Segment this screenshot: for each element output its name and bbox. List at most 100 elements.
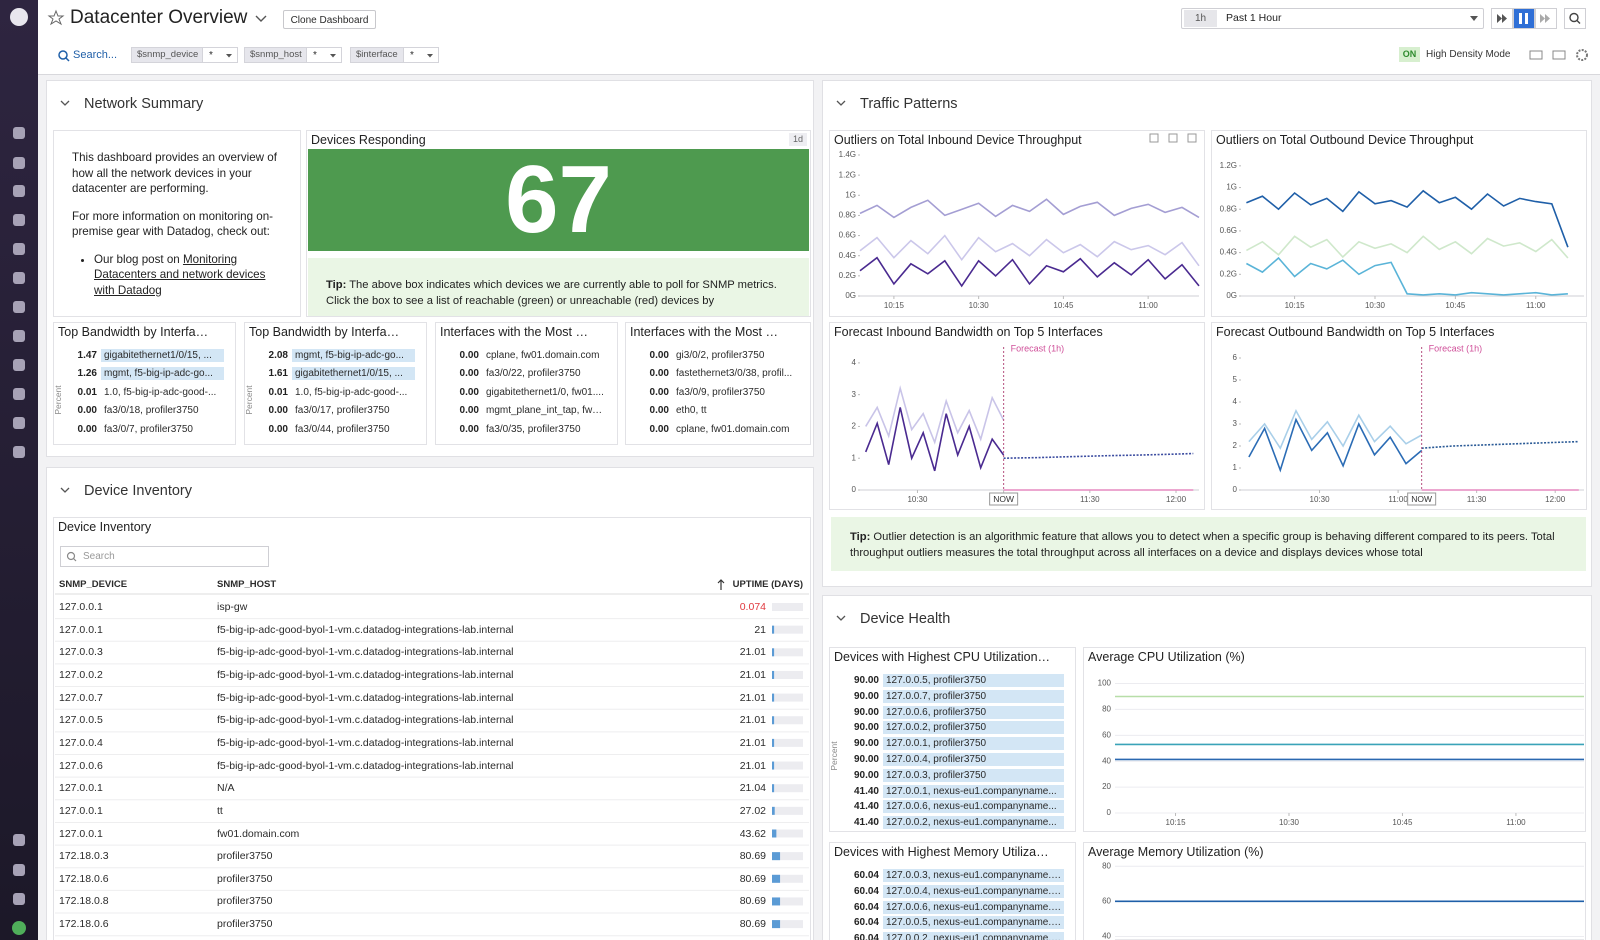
variable-name[interactable]: $snmp_device — [131, 47, 203, 63]
toplist-label: 127.0.0.3, nexus-eu1.companyname.m... — [883, 869, 1064, 882]
toplist-label: fa3/0/9, profiler3750 — [676, 386, 765, 398]
cell-host: N/A — [217, 782, 235, 795]
note-paragraph: For more information on monitoring on-pr… — [72, 209, 274, 239]
toplist-value: 0.00 — [459, 405, 479, 417]
note-text-run: Our blog post on — [94, 252, 180, 266]
cell-uptime: 21 — [754, 623, 766, 636]
cell-uptime: 21.01 — [739, 736, 766, 749]
column-header[interactable]: SNMP_DEVICE — [59, 579, 128, 590]
toplist-widget — [625, 322, 811, 445]
toplist-label: gigabitethernet1/0, fw01.... — [486, 386, 604, 398]
cell-uptime: 21.01 — [739, 646, 766, 659]
toplist-label: 127.0.0.2, nexus-eu1.companyname.m... — [883, 932, 1064, 940]
toplist-value: 0.00 — [459, 386, 479, 398]
cell-uptime: 21.01 — [739, 714, 766, 727]
sidebar — [0, 0, 38, 940]
variable-name[interactable]: $interface — [350, 47, 404, 63]
search-link[interactable]: Search... — [73, 49, 118, 61]
widget-title: Average CPU Utilization (%) — [1088, 650, 1245, 664]
toplist-value: 90.00 — [853, 754, 879, 765]
toplist-value: 60.04 — [853, 870, 879, 881]
tip-box: Tip: The above box indicates which devic… — [308, 258, 809, 316]
cell-host: profiler3750 — [217, 850, 273, 863]
widget-title: Interfaces with the Most Err... — [440, 325, 593, 339]
toplist-value: 90.00 — [853, 738, 879, 750]
tip-box: Tip: Outlier detection is an algorithmic… — [831, 517, 1586, 571]
toplist-value: 90.00 — [853, 675, 879, 686]
note-text: This dashboard provides an overview of h… — [72, 150, 284, 312]
cell-host: f5-big-ip-adc-good-byol-1-vm.c.datadog-i… — [217, 736, 514, 749]
toplist-value: 0.00 — [649, 350, 669, 361]
toplist-value: 60.04 — [853, 885, 879, 897]
toplist-label: 127.0.0.3, profiler3750 — [883, 768, 1064, 782]
group-title: Traffic Patterns — [860, 96, 958, 112]
group-title: Device Health — [860, 611, 951, 627]
widget-title: Devices with Highest CPU Utilization (%) — [834, 650, 1051, 664]
toplist-value: 60.04 — [853, 933, 879, 940]
toplist-value: 2.08 — [268, 350, 288, 361]
toplist-label: gi3/0/2, profiler3750 — [676, 350, 765, 361]
cell-host: f5-big-ip-adc-good-byol-1-vm.c.datadog-i… — [217, 691, 514, 704]
toplist-label: 127.0.0.6, profiler3750 — [883, 705, 1064, 719]
toplist-value: 1.26 — [77, 368, 97, 380]
column-header[interactable]: SNMP_HOST — [217, 579, 277, 590]
search-toggle[interactable] — [1564, 8, 1586, 29]
toplist-value: 0.00 — [649, 423, 669, 435]
toplist-label: fastethernet3/0/38, profil... — [676, 368, 793, 380]
toplist-value: 0.01 — [268, 386, 288, 398]
cell-device: 127.0.0.5 — [59, 714, 103, 727]
variable-value[interactable]: * — [203, 47, 238, 63]
cell-device: 172.18.0.3 — [59, 850, 109, 863]
widget-title: Average Memory Utilization (%) — [1088, 845, 1264, 859]
cell-uptime: 27.02 — [739, 804, 766, 817]
playback-button[interactable] — [1491, 8, 1513, 29]
toplist-value: 0.00 — [649, 405, 669, 417]
toplist-value: 0.01 — [77, 386, 97, 398]
toplist-label: eth0, tt — [676, 405, 707, 417]
cell-device: 127.0.0.1 — [59, 782, 103, 795]
playback-button[interactable] — [1535, 8, 1557, 29]
variable-name[interactable]: $snmp_host — [244, 47, 307, 63]
tip-label: Tip: — [850, 531, 871, 543]
tip-text: Outlier detection is an algorithmic feat… — [850, 531, 1555, 559]
toplist-value: 0.00 — [77, 423, 97, 435]
widget-title: Forecast Outbound Bandwidth on Top 5 Int… — [1216, 325, 1495, 339]
toplist-value: 60.04 — [853, 917, 879, 929]
clone-button[interactable]: Clone Dashboard — [283, 10, 376, 29]
variable-value[interactable]: * — [307, 47, 342, 63]
toplist-label: 127.0.0.2, nexus-eu1.companyname... — [883, 816, 1064, 830]
toplist-value: 90.00 — [853, 690, 879, 702]
toplist-label: 127.0.0.5, nexus-eu1.companyname.m... — [883, 916, 1064, 930]
cell-host: f5-big-ip-adc-good-byol-1-vm.c.datadog-i… — [217, 646, 514, 659]
toplist-label: 127.0.0.6, nexus-eu1.companyname... — [883, 800, 1064, 814]
query-value[interactable]: 67 — [308, 149, 809, 251]
cell-device: 172.18.0.6 — [59, 918, 109, 931]
note-link[interactable]: Monitoring Datacenters and network devic… — [94, 252, 266, 297]
table-search[interactable]: Search — [60, 546, 269, 567]
cell-host: f5-big-ip-adc-good-byol-1-vm.c.datadog-i… — [217, 759, 514, 772]
time-range: Past 1 Hour — [1226, 12, 1282, 24]
toplist-value: 60.04 — [853, 901, 879, 913]
cell-device: 127.0.0.3 — [59, 646, 103, 659]
playback-button[interactable] — [1513, 8, 1535, 29]
density-badge[interactable]: ON — [1399, 47, 1420, 62]
toplist-value: 0.00 — [649, 368, 669, 380]
timeseries-widget — [829, 322, 1205, 510]
toplist-label: fa3/0/22, profiler3750 — [486, 368, 581, 380]
toplist-widget — [244, 322, 427, 445]
time-picker[interactable] — [1181, 8, 1484, 29]
cell-device: 127.0.0.2 — [59, 668, 103, 681]
cell-host: f5-big-ip-adc-good-byol-1-vm.c.datadog-i… — [217, 668, 514, 681]
cell-host: profiler3750 — [217, 872, 273, 885]
toplist-value: 90.00 — [853, 769, 879, 781]
group-title: Network Summary — [84, 96, 204, 112]
cell-uptime: 0.074 — [739, 601, 766, 613]
toplist-label: 127.0.0.6, nexus-eu1.companyname.m... — [883, 900, 1064, 914]
column-header[interactable]: UPTIME (DAYS) — [732, 579, 803, 590]
widget-title: Top Bandwidth by Interface ... — [249, 325, 402, 339]
widget-title: Interfaces with the Most Dis... — [630, 325, 786, 339]
toplist-value: 0.00 — [268, 423, 288, 435]
toplist-label: 127.0.0.2, profiler3750 — [883, 721, 1064, 735]
variable-value[interactable]: * — [404, 47, 439, 63]
